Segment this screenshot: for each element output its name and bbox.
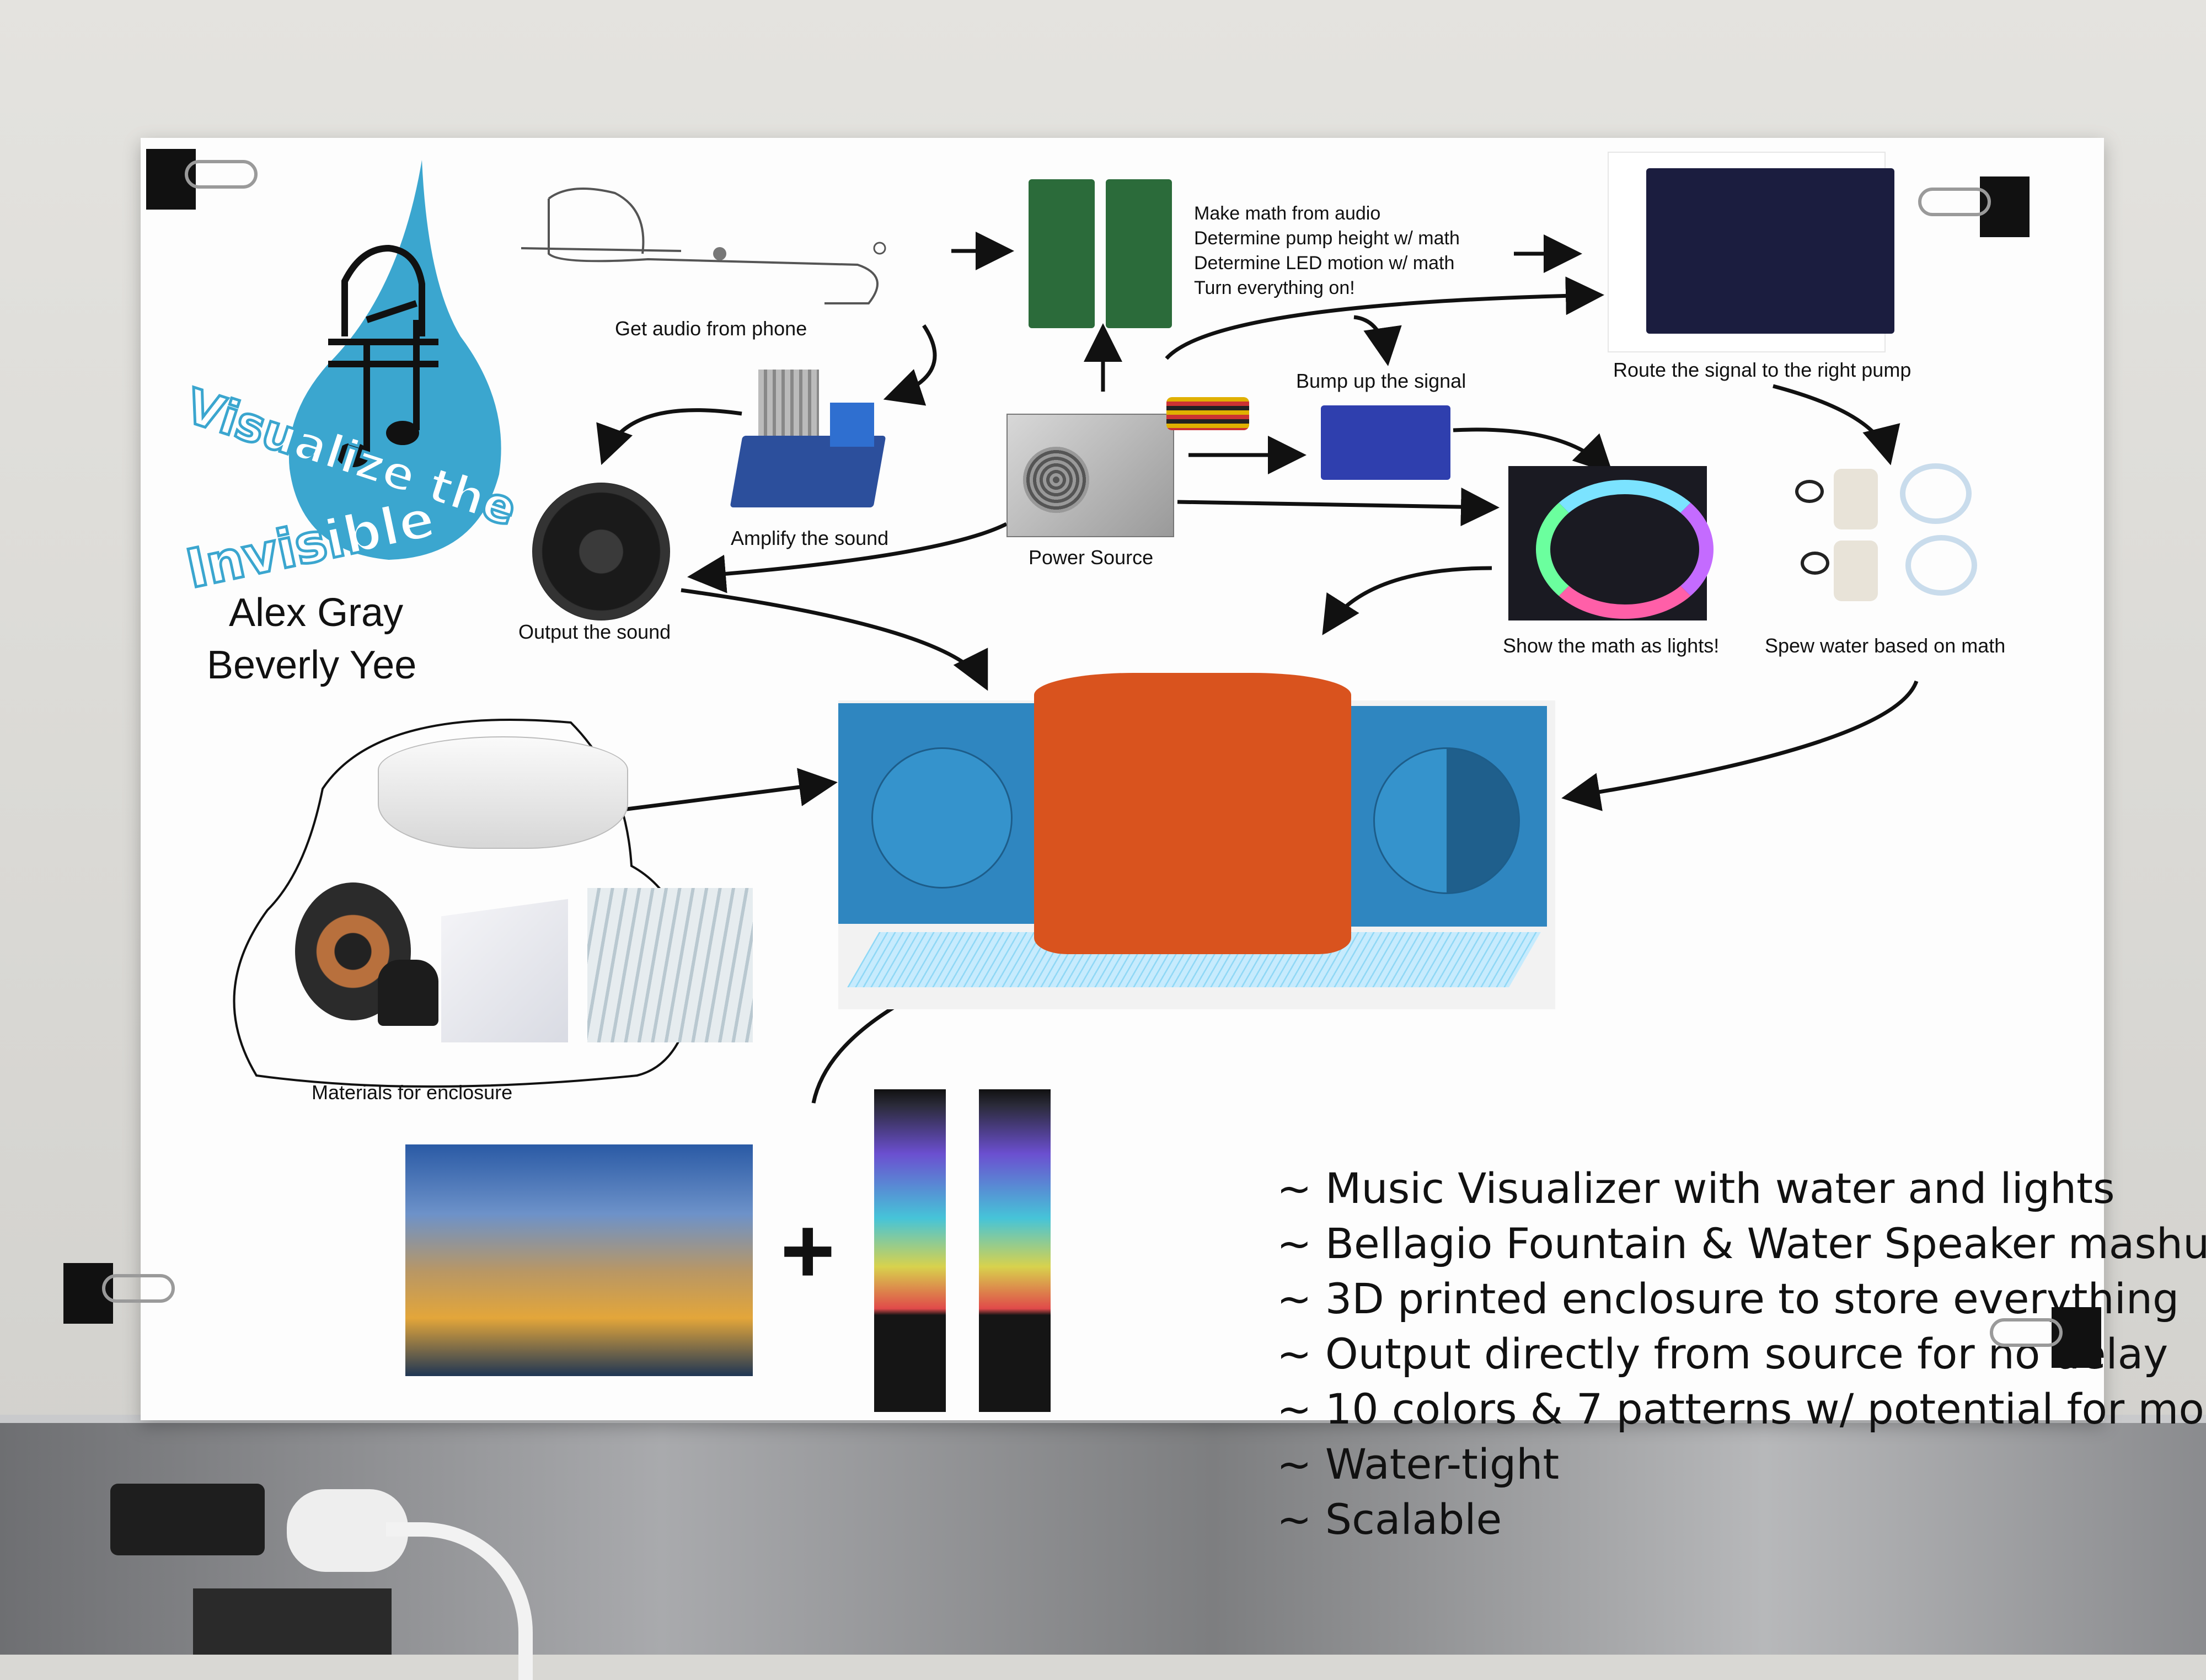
signal-booster-board [1321,405,1450,480]
water-speaker-left [874,1089,946,1412]
led-strip-ring [1536,480,1714,619]
bellagio-fountain-photo [405,1144,753,1376]
flow-arrows [233,232,1919,1104]
poster: Visualize the Invisible Alex Gray Beverl… [141,138,2206,1544]
caption-route-signal: Route the signal to the right pump [1613,359,1911,381]
caption-amplify: Amplify the sound [731,527,889,549]
power-supply-wires [1166,397,1249,430]
led-music-icon [328,244,438,452]
microcontroller-board-2 [1106,179,1172,328]
arrow-pcb-to-pumps [1773,384,1900,466]
pump-driver-pcb [1646,168,1894,334]
feature-item-3: ~ 3D printed enclosure to store everythi… [1277,1274,2180,1323]
arrow-power-to-leds [1177,488,1500,527]
caption-power-source: Power Source [1029,546,1154,569]
author-1: Alex Gray [229,591,404,635]
feature-item-1: ~ Music Visualizer with water and lights [1277,1164,2115,1213]
caption-spew-water: Spew water based on math [1765,634,2006,657]
amplifier-terminal [830,403,874,447]
microcontroller-board-1 [1029,179,1095,328]
math-line-4: Turn everything on! [1194,277,1355,298]
speaker-image [532,483,670,620]
caption-bump-signal: Bump up the signal [1296,370,1466,392]
caption-show-lights: Show the math as lights! [1503,634,1720,657]
acrylic-tubes-image [587,888,753,1042]
caption-audio-phone: Get audio from phone [615,317,807,340]
logo-drop [288,160,501,560]
plus-symbol: + [780,1199,836,1303]
feature-item-4: ~ Output directly from source for no del… [1277,1329,2168,1378]
math-line-3: Determine LED motion w/ math [1194,253,1455,274]
feature-list: ~ Music Visualizer with water and lights… [1277,1161,2206,1547]
power-adapter [110,1484,265,1555]
enclosure-left-hole [871,747,1013,889]
arrow-audio-to-amp [883,324,937,406]
audio-cable-image [521,188,886,304]
enclosure-cylinder [1034,673,1351,954]
arrow-amp-to-speaker [596,408,742,466]
binder-clip-bottom-left [63,1263,175,1324]
author-2: Beverly Yee [207,643,417,687]
math-line-2: Determine pump height w/ math [1194,228,1460,249]
outlet-plate [193,1588,392,1655]
arrow-power-to-speaker [687,522,1008,593]
math-lines: Make math from audio Determine pump heig… [1194,201,1460,301]
feature-item-7: ~ Scalable [1277,1495,1502,1544]
water-speaker-right [979,1089,1051,1412]
binder-clip-bottom-right [1990,1307,2101,1368]
math-line-1: Make math from audio [1194,203,1381,224]
arrow-speaker-to-enclosure [681,588,988,691]
power-supply-fan [1023,447,1089,513]
feature-item-6: ~ Water-tight [1277,1440,1560,1489]
enclosure-right-hole [1373,747,1520,894]
printed-figure-image [378,960,438,1026]
caption-output-sound: Output the sound [518,620,671,643]
binder-clip-top-right [1918,176,2030,237]
clear-bowl-image [378,736,628,849]
feature-item-2: ~ Bellagio Fountain & Water Speaker mash… [1277,1219,2206,1268]
acrylic-sheet-image [441,899,568,1042]
arrow-board-to-bump [1353,315,1402,366]
arrow-bump-to-leds [1453,427,1613,474]
arrow-leds-to-enclosure [1322,566,1492,635]
arrow-board-to-pcb [1165,276,1604,360]
water-pumps-image [1795,458,1977,607]
binder-clip-top-left [146,149,258,210]
caption-materials: Materials for enclosure [312,1081,513,1104]
feature-item-5: ~ 10 colors & 7 patterns w/ potential fo… [1277,1384,2206,1433]
arrow-pumps-to-enclosure [1561,680,1919,811]
